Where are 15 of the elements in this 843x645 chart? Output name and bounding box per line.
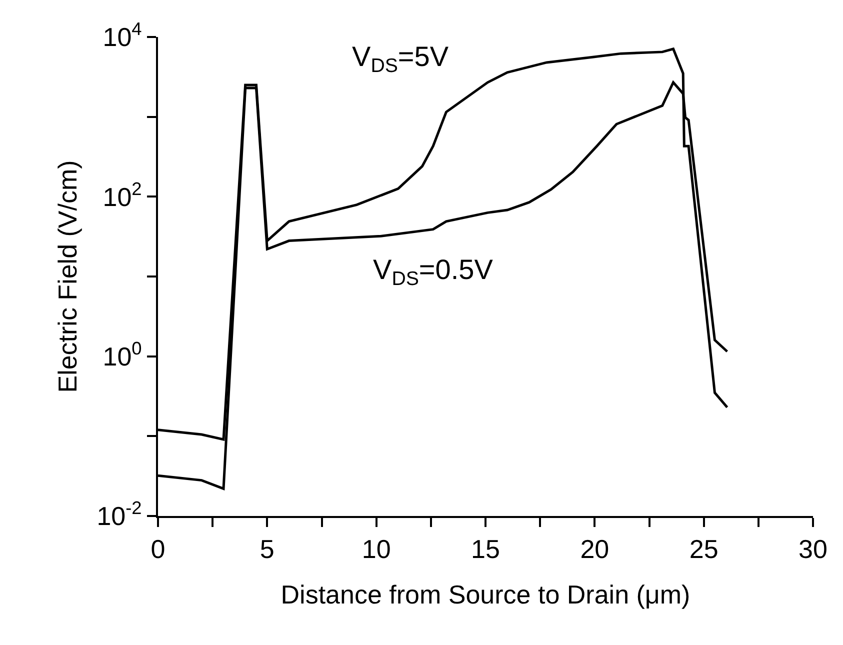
annotation: V$_{DS}$=5V bbox=[352, 41, 449, 77]
y-tick-label: 10$^{-2}$ bbox=[96, 498, 142, 532]
x-tick-label: 30 bbox=[798, 534, 828, 564]
x-tick-label: 10 bbox=[362, 534, 391, 564]
y-tick-label: 10$^{4}$ bbox=[102, 19, 142, 52]
x-tick-label: 20 bbox=[580, 534, 610, 564]
y-tick-label: 10$^{0}$ bbox=[102, 338, 142, 372]
x-axis-title: Distance from Source to Drain (μm) bbox=[280, 579, 690, 610]
y-axis-title: Electric Field (V/cm) bbox=[52, 160, 83, 393]
x-tick-label: 25 bbox=[689, 534, 718, 564]
annotation: V$_{DS}$=0.5V bbox=[373, 254, 494, 290]
x-tick-label: 5 bbox=[260, 534, 274, 564]
y-tick-label: 10$^{2}$ bbox=[102, 178, 142, 212]
x-tick-label: 15 bbox=[471, 534, 500, 564]
x-tick-label: 0 bbox=[150, 534, 166, 564]
